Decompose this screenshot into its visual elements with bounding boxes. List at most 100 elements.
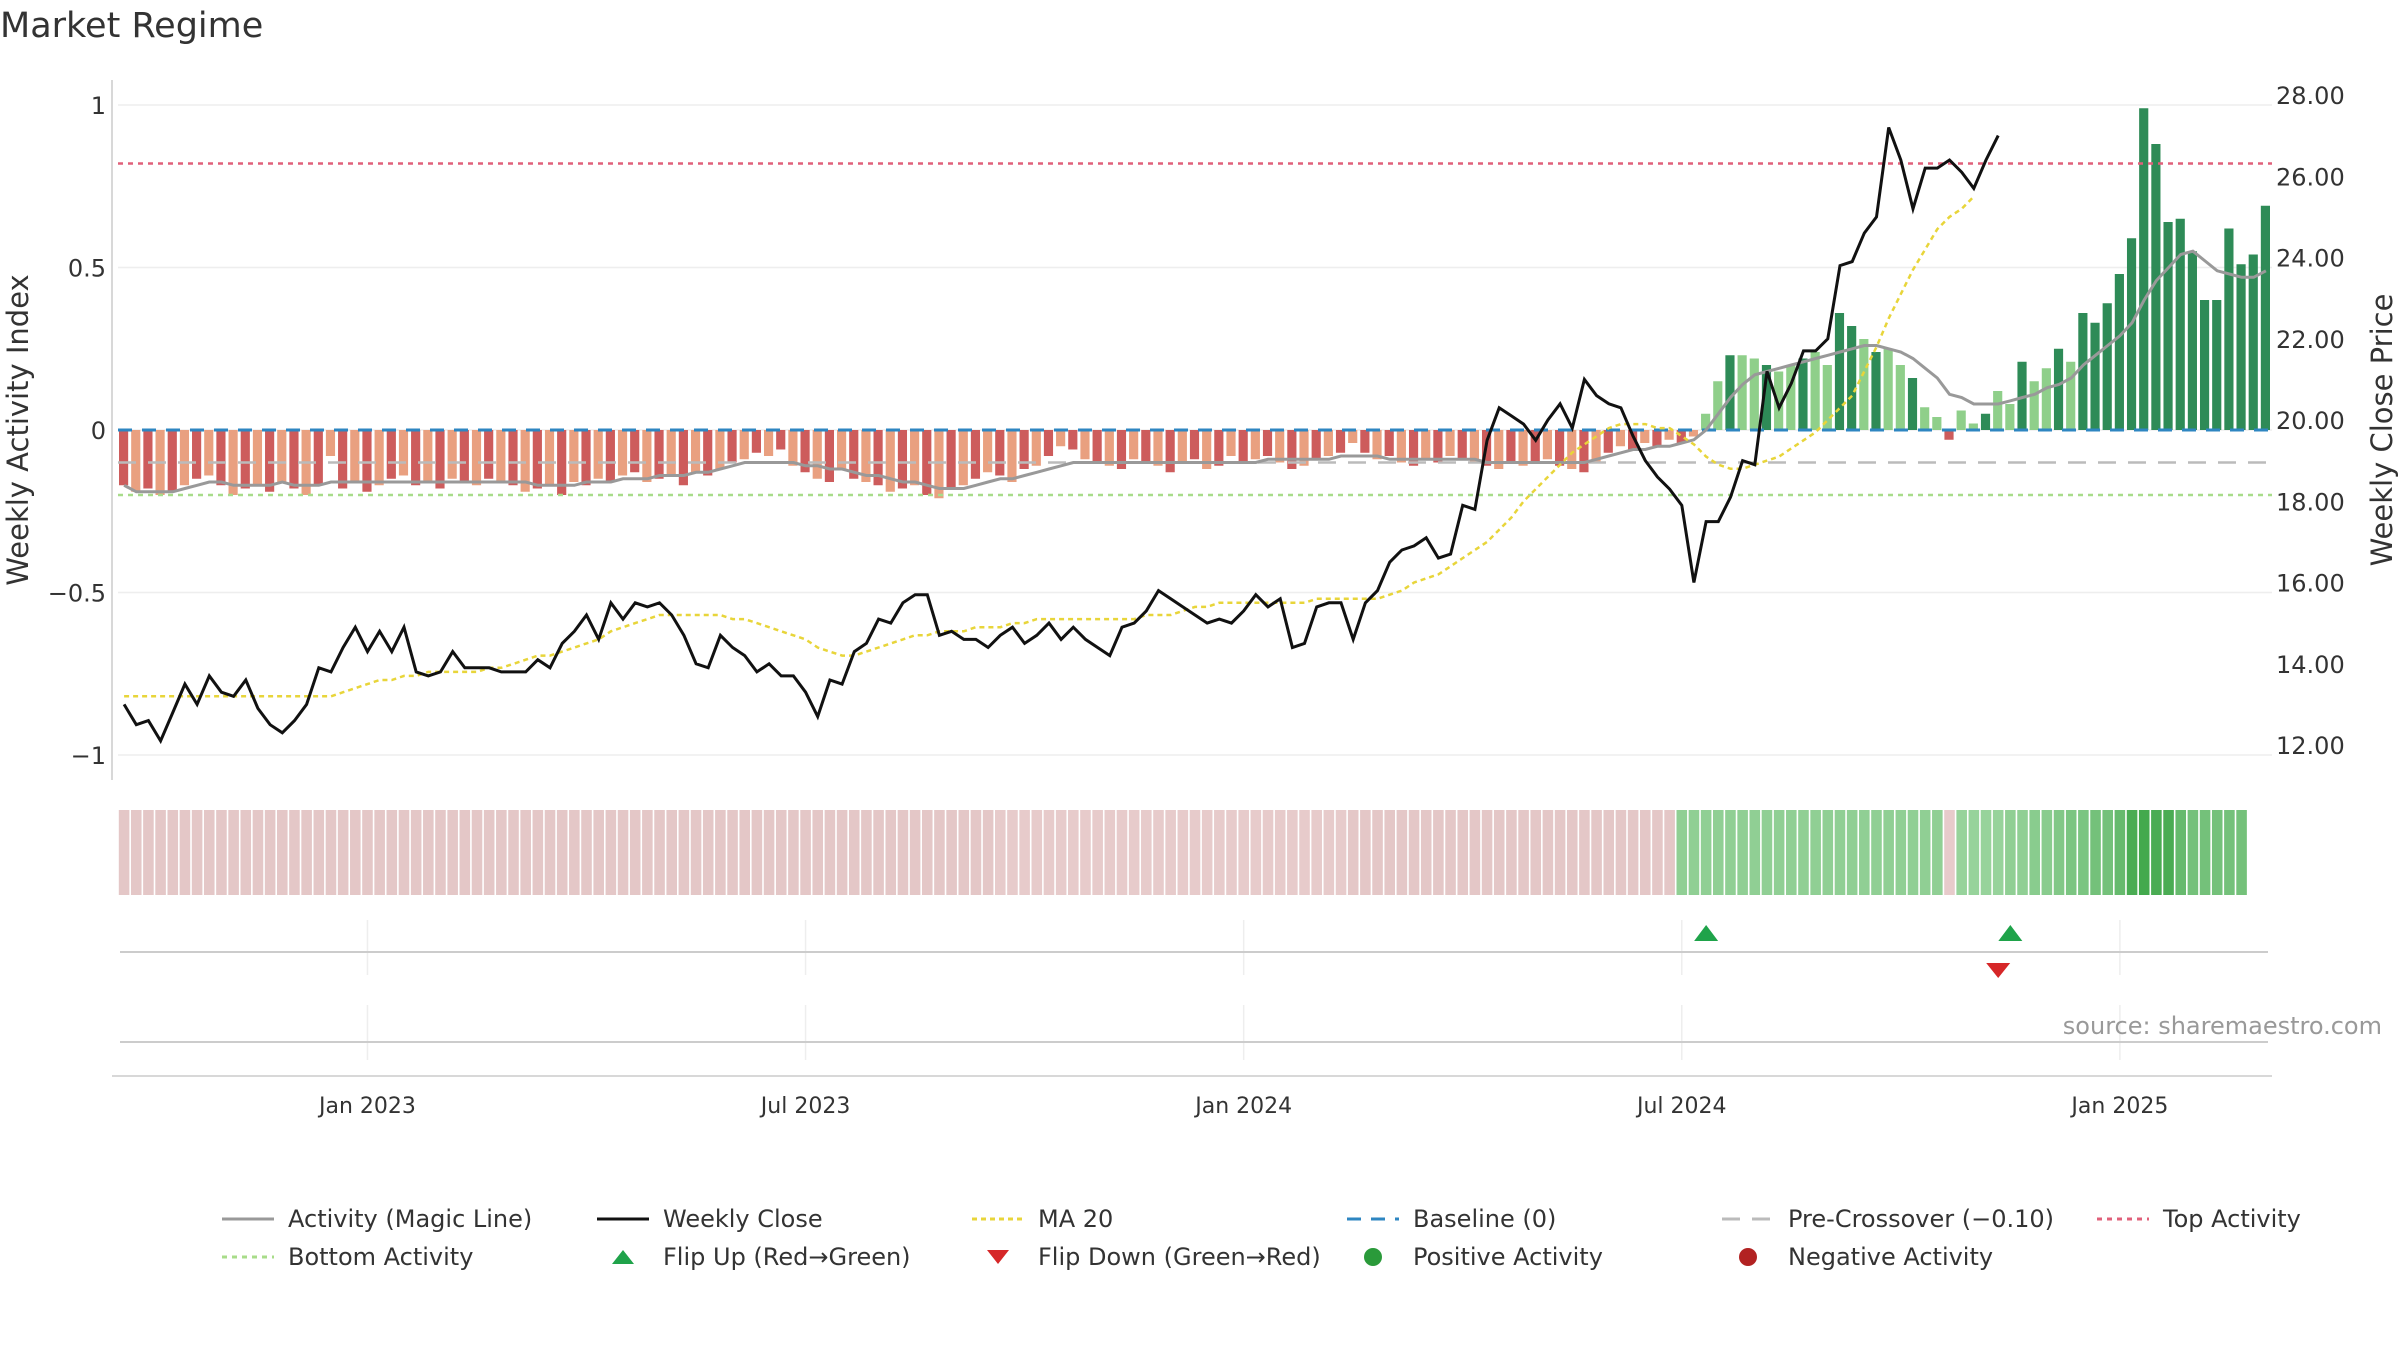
regime-cell — [2211, 810, 2223, 895]
activity-bar — [970, 430, 981, 479]
regime-cell — [337, 810, 349, 895]
activity-bar — [1615, 430, 1626, 447]
activity-bar — [1591, 430, 1601, 463]
legend-pre-crossover: Pre-Crossover (−0.10) — [1720, 1205, 2054, 1233]
legend-flip-down: Flip Down (Green→Red) — [970, 1243, 1321, 1271]
left-axis-label: Weekly Activity Index — [1, 274, 35, 585]
regime-cell — [1189, 810, 1201, 895]
regime-cell — [1457, 810, 1469, 895]
activity-bar — [934, 430, 944, 499]
activity-bar — [252, 430, 263, 486]
regime-cell — [727, 810, 738, 895]
activity-bar — [861, 430, 871, 482]
regime-cell — [155, 810, 166, 895]
activity-bar — [2212, 300, 2222, 430]
regime-cell — [2151, 810, 2162, 895]
regime-cell — [216, 810, 227, 895]
activity-bar — [1603, 430, 1613, 453]
legend-bottom-activity: Bottom Activity — [220, 1243, 473, 1271]
activity-bar — [1299, 430, 1309, 466]
activity-bar — [1165, 430, 1175, 473]
regime-cell — [508, 810, 519, 895]
activity-bar — [1226, 430, 1236, 456]
left-tick-label: 1 — [91, 92, 106, 120]
activity-bar — [1676, 430, 1686, 443]
activity-bar — [2187, 251, 2197, 430]
regime-cell — [1128, 810, 1140, 895]
activity-bar — [1920, 407, 1930, 430]
regime-cell — [483, 810, 495, 895]
legend-swatch — [222, 1217, 274, 1221]
regime-cell — [1360, 810, 1371, 895]
activity-bar — [1116, 430, 1127, 469]
regime-cell — [386, 810, 398, 895]
regime-cell — [2236, 810, 2247, 895]
regime-cell — [885, 810, 897, 895]
activity-bar — [593, 430, 603, 479]
activity-bar — [1177, 430, 1187, 463]
activity-bar — [2005, 404, 2015, 430]
regime-cell — [1676, 810, 1688, 895]
regime-cell — [459, 810, 471, 895]
regime-cell — [1396, 810, 1408, 895]
activity-bar — [666, 430, 676, 476]
regime-cell — [1104, 810, 1116, 895]
regime-cell — [1043, 810, 1055, 895]
activity-bar — [1469, 430, 1479, 463]
activity-bar — [1786, 365, 1796, 430]
legend-label: Baseline (0) — [1413, 1205, 1557, 1233]
regime-cell — [1019, 810, 1030, 895]
activity-bar — [812, 430, 822, 479]
activity-bar — [435, 430, 445, 489]
x-tick-label: Jul 2024 — [1635, 1094, 1727, 1119]
activity-bar — [1628, 430, 1638, 450]
regime-cell — [143, 810, 154, 895]
chart-title: Market Regime — [0, 6, 264, 46]
regime-cell — [1834, 810, 1846, 895]
legend-swatch — [987, 1250, 1009, 1264]
regime-cell — [909, 810, 921, 895]
regime-cell — [1165, 810, 1176, 895]
activity-bar — [1640, 430, 1650, 443]
regime-cell — [1798, 810, 1809, 895]
regime-cell — [1311, 810, 1322, 895]
regime-cell — [1591, 810, 1602, 895]
activity-bar — [1189, 430, 1200, 460]
right-tick-label: 12.00 — [2276, 732, 2345, 760]
legend-label: Flip Down (Green→Red) — [1038, 1243, 1321, 1271]
regime-cell — [678, 810, 690, 895]
activity-bar — [1798, 358, 1808, 430]
regime-cell — [1116, 810, 1128, 895]
activity-bar — [1250, 430, 1260, 460]
regime-cell — [1250, 810, 1262, 895]
regime-cell — [2187, 810, 2199, 895]
regime-cell — [2102, 810, 2113, 895]
activity-bar — [2053, 348, 2064, 430]
activity-bar — [2090, 322, 2100, 430]
activity-bar — [1104, 430, 1114, 466]
right-tick-label: 26.00 — [2276, 163, 2345, 191]
activity-bar — [1810, 352, 1820, 430]
regime-cell — [1627, 810, 1639, 895]
regime-cell — [873, 810, 884, 895]
regime-cell — [203, 810, 215, 895]
x-tick-label: Jul 2023 — [759, 1094, 851, 1119]
regime-cell — [1980, 810, 1992, 895]
regime-cell — [1786, 810, 1797, 895]
regime-cell — [1055, 810, 1067, 895]
activity-bar — [557, 430, 567, 495]
regime-cell — [581, 810, 592, 895]
regime-cell — [2005, 810, 2016, 895]
regime-cell — [301, 810, 312, 895]
activity-bar — [1993, 391, 2003, 430]
activity-bar — [471, 430, 482, 486]
activity-bar — [727, 430, 737, 463]
activity-bar — [1384, 430, 1394, 456]
regime-cell — [1420, 810, 1432, 895]
left-tick-label: −1 — [71, 742, 106, 770]
right-tick-label: 22.00 — [2276, 326, 2345, 354]
regime-cell — [1542, 810, 1554, 895]
regime-cell — [228, 810, 239, 895]
legend-swatch — [612, 1250, 634, 1264]
activity-bar — [763, 430, 774, 456]
